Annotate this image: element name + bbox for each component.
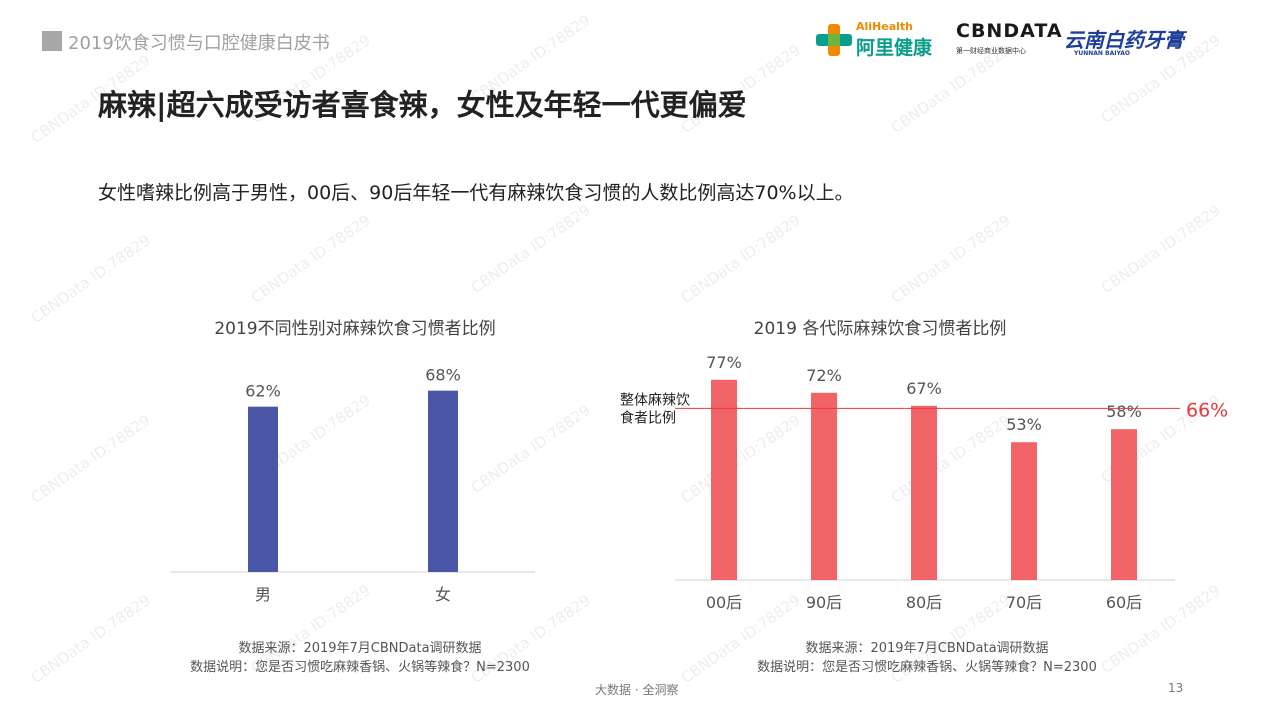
generation-bar (911, 405, 937, 580)
generation-bar-value-label: 58% (1106, 402, 1142, 421)
generation-category-label: 90后 (806, 593, 842, 612)
gender-bar-value-label: 68% (425, 366, 461, 385)
alihealth-logo-icon (816, 24, 852, 56)
reference-line-label: 整体麻辣饮 (620, 392, 690, 408)
generation-category-label: 00后 (706, 593, 742, 612)
gender-bar (248, 406, 278, 572)
gender-bar-value-label: 62% (245, 382, 281, 401)
reference-line-label: 食者比例 (620, 409, 676, 426)
cbndata-logo: CBNDATA (956, 20, 1063, 42)
generation-category-label: 60后 (1106, 593, 1142, 612)
gender-bar (428, 390, 458, 572)
generation-bar (1011, 442, 1037, 580)
generation-category-label: 70后 (1006, 593, 1042, 612)
gender-bar-chart: 62% 男 68% 女 (170, 366, 535, 604)
footer-tagline: 大数据 · 全洞察 (595, 683, 679, 697)
generation-bar-value-label: 53% (1006, 415, 1042, 434)
cbndata-logo-subtitle: 第一财经商业数据中心 (956, 47, 1026, 55)
partner-logos: AliHealth 阿里健康 CBNDATA 第一财经商业数据中心 云南白药牙膏… (816, 20, 1206, 60)
left-source-note: 数据来源：2019年7月CBNData调研数据 (238, 641, 482, 656)
watermark-text: CBNData ID:78829 (677, 211, 804, 307)
yunnan-baiyao-logo: 云南白药牙膏 (1064, 28, 1184, 52)
watermark-text: CBNData ID:78829 (27, 231, 154, 327)
watermark-text: CBNData ID:78829 (887, 211, 1014, 307)
generation-bar (811, 392, 837, 580)
watermark-text: CBNData ID:78829 (247, 211, 374, 307)
yunnan-baiyao-logo-en: YUNNAN BAIYAO (1074, 50, 1130, 57)
generation-bar-value-label: 72% (806, 366, 842, 385)
report-title: 2019饮食习惯与口腔健康白皮书 (68, 33, 330, 54)
watermark-text: CBNData ID:78829 (1097, 201, 1224, 297)
alihealth-logo-cn: 阿里健康 (856, 37, 933, 59)
reference-line-value-label: 66% (1186, 399, 1228, 421)
gender-category-label: 女 (435, 585, 451, 604)
right-source-note: 数据来源：2019年7月CBNData调研数据 (805, 641, 1049, 656)
gender-chart-title: 2019不同性别对麻辣饮食习惯者比例 (214, 319, 496, 339)
left-chart-notes: 数据来源：2019年7月CBNData调研数据 数据说明：您是否习惯吃麻辣香锅、… (160, 639, 560, 677)
generation-bar-chart: 77% 00后 72% 90后 67% 80后 53% 70后 58% 60后 66% 整体麻辣饮食者… (620, 353, 1228, 612)
page-subtitle: 女性嗜辣比例高于男性，00后、90后年轻一代有麻辣饮食习惯的人数比例高达70%以… (98, 182, 854, 204)
generation-bar (1111, 429, 1137, 580)
generation-chart-title: 2019 各代际麻辣饮食习惯者比例 (753, 319, 1007, 339)
left-description-note: 数据说明：您是否习惯吃麻辣香锅、火锅等辣食？N=2300 (190, 660, 530, 675)
watermark-text: CBNData ID:78829 (27, 591, 154, 687)
page-title: 麻辣|超六成受访者喜食辣，女性及年轻一代更偏爱 (98, 88, 747, 122)
generation-bar (711, 379, 737, 580)
generation-bar-value-label: 77% (706, 353, 742, 372)
alihealth-logo-en: AliHealth (856, 20, 914, 33)
header-square-marker (42, 31, 62, 51)
right-chart-notes: 数据来源：2019年7月CBNData调研数据 数据说明：您是否习惯吃麻辣香锅、… (727, 639, 1127, 677)
page-number: 13 (1168, 681, 1184, 695)
generation-bar-value-label: 67% (906, 379, 942, 398)
gender-category-label: 男 (255, 585, 271, 604)
watermark-text: CBNData ID:78829 (27, 411, 154, 507)
right-description-note: 数据说明：您是否习惯吃麻辣香锅、火锅等辣食？N=2300 (757, 660, 1097, 675)
generation-category-label: 80后 (906, 593, 942, 612)
watermark-text: CBNData ID:78829 (467, 201, 594, 297)
